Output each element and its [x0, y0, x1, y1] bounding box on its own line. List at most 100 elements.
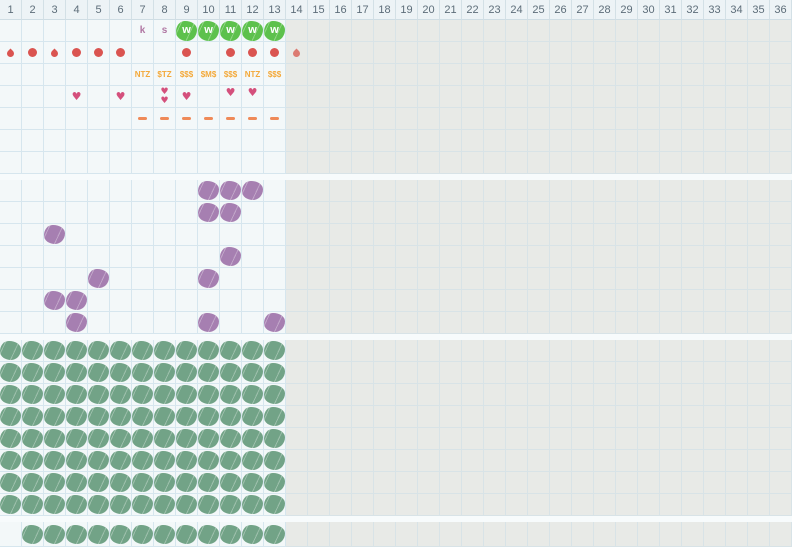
day-header-cell[interactable]: 24 [506, 0, 528, 20]
grid-cell[interactable] [220, 42, 242, 64]
grid-cell[interactable] [44, 522, 66, 547]
grid-cell[interactable]: $$$ [220, 64, 242, 86]
grid-cell[interactable] [132, 428, 154, 450]
grid-cell[interactable] [242, 406, 264, 428]
grid-cell[interactable] [198, 108, 220, 130]
grid-cell[interactable] [66, 312, 88, 334]
grid-cell[interactable] [44, 384, 66, 406]
grid-cell[interactable] [66, 428, 88, 450]
grid-cell[interactable] [176, 494, 198, 516]
grid-cell[interactable] [0, 42, 22, 64]
grid-cell[interactable] [132, 522, 154, 547]
grid-cell[interactable] [22, 428, 44, 450]
grid-cell[interactable]: ♥ [66, 86, 88, 108]
grid-cell[interactable] [264, 494, 286, 516]
grid-cell[interactable] [22, 340, 44, 362]
day-header-cell[interactable]: 27 [572, 0, 594, 20]
grid-cell[interactable]: $$$ [176, 64, 198, 86]
grid-cell[interactable] [220, 362, 242, 384]
grid-cell[interactable] [66, 450, 88, 472]
grid-cell[interactable] [44, 428, 66, 450]
grid-cell[interactable] [22, 494, 44, 516]
grid-cell[interactable] [176, 362, 198, 384]
grid-cell[interactable] [88, 522, 110, 547]
grid-cell[interactable]: NTZ [132, 64, 154, 86]
day-header-cell[interactable]: 31 [660, 0, 682, 20]
grid-cell[interactable]: w [264, 20, 286, 42]
day-header-cell[interactable]: 20 [418, 0, 440, 20]
grid-cell[interactable] [154, 362, 176, 384]
grid-cell[interactable] [242, 522, 264, 547]
grid-cell[interactable] [264, 450, 286, 472]
day-header-cell[interactable]: 10 [198, 0, 220, 20]
day-header-cell[interactable]: 36 [770, 0, 792, 20]
grid-cell[interactable]: ♥ [110, 86, 132, 108]
day-header-cell[interactable]: 29 [616, 0, 638, 20]
grid-cell[interactable] [220, 180, 242, 202]
day-header-cell[interactable]: 25 [528, 0, 550, 20]
grid-cell[interactable] [154, 406, 176, 428]
grid-cell[interactable]: $TZ [154, 64, 176, 86]
grid-cell[interactable] [176, 340, 198, 362]
grid-cell[interactable] [198, 202, 220, 224]
grid-cell[interactable] [154, 384, 176, 406]
grid-cell[interactable] [286, 42, 308, 64]
day-header-cell[interactable]: 22 [462, 0, 484, 20]
grid-cell[interactable] [22, 450, 44, 472]
grid-cell[interactable] [242, 362, 264, 384]
grid-cell[interactable] [44, 340, 66, 362]
grid-cell[interactable] [242, 384, 264, 406]
grid-cell[interactable] [176, 108, 198, 130]
grid-cell[interactable] [264, 428, 286, 450]
grid-cell[interactable] [220, 202, 242, 224]
grid-cell[interactable] [0, 428, 22, 450]
grid-cell[interactable] [132, 494, 154, 516]
grid-cell[interactable] [110, 522, 132, 547]
grid-cell[interactable] [132, 362, 154, 384]
grid-cell[interactable] [198, 406, 220, 428]
grid-cell[interactable] [44, 494, 66, 516]
day-header-cell[interactable]: 8 [154, 0, 176, 20]
day-header-cell[interactable]: 28 [594, 0, 616, 20]
grid-cell[interactable] [44, 362, 66, 384]
grid-cell[interactable] [66, 42, 88, 64]
grid-cell[interactable] [0, 472, 22, 494]
grid-cell[interactable] [66, 290, 88, 312]
grid-cell[interactable] [22, 362, 44, 384]
grid-cell[interactable] [264, 42, 286, 64]
grid-cell[interactable] [198, 312, 220, 334]
day-header-cell[interactable]: 35 [748, 0, 770, 20]
grid-cell[interactable] [154, 450, 176, 472]
grid-cell[interactable] [198, 450, 220, 472]
grid-cell[interactable] [176, 450, 198, 472]
grid-cell[interactable] [198, 472, 220, 494]
grid-cell[interactable] [176, 472, 198, 494]
day-header-cell[interactable]: 7 [132, 0, 154, 20]
day-header-cell[interactable]: 2 [22, 0, 44, 20]
day-header-cell[interactable]: 15 [308, 0, 330, 20]
grid-cell[interactable] [220, 428, 242, 450]
grid-cell[interactable] [220, 406, 242, 428]
grid-cell[interactable]: $M$ [198, 64, 220, 86]
grid-cell[interactable] [264, 362, 286, 384]
day-header-cell[interactable]: 26 [550, 0, 572, 20]
grid-cell[interactable] [110, 450, 132, 472]
grid-cell[interactable] [264, 312, 286, 334]
day-header-cell[interactable]: 1 [0, 0, 22, 20]
grid-cell[interactable]: w [198, 20, 220, 42]
grid-cell[interactable] [88, 406, 110, 428]
day-header-cell[interactable]: 13 [264, 0, 286, 20]
grid-cell[interactable] [22, 42, 44, 64]
grid-cell[interactable] [110, 42, 132, 64]
day-header-cell[interactable]: 19 [396, 0, 418, 20]
day-header-cell[interactable]: 17 [352, 0, 374, 20]
grid-cell[interactable] [44, 472, 66, 494]
grid-cell[interactable] [22, 406, 44, 428]
grid-cell[interactable] [0, 406, 22, 428]
grid-cell[interactable] [220, 108, 242, 130]
day-header-cell[interactable]: 4 [66, 0, 88, 20]
grid-cell[interactable] [110, 362, 132, 384]
grid-cell[interactable] [44, 42, 66, 64]
grid-cell[interactable] [88, 42, 110, 64]
grid-cell[interactable]: k [132, 20, 154, 42]
